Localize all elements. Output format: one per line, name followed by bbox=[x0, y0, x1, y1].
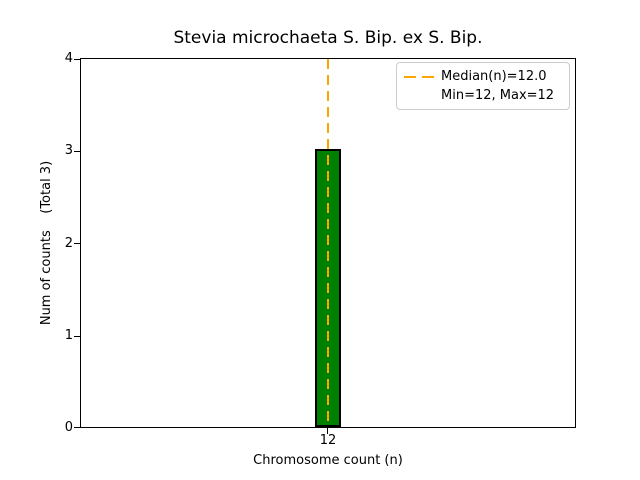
median-dashed-line bbox=[327, 59, 329, 427]
plot-area: 4 3 2 1 0 12 bbox=[65, 51, 576, 448]
ytick-label-3: 3 bbox=[64, 143, 73, 158]
x-axis-label: Chromosome count (n) bbox=[253, 453, 403, 468]
orange-dashed-line-icon bbox=[404, 75, 434, 78]
ytick-mark-4 bbox=[74, 59, 80, 60]
legend-entry-minmax: Min=12, Max=12 bbox=[404, 86, 561, 105]
legend-entry-median: Median(n)=12.0 bbox=[404, 67, 561, 86]
ytick-label-0: 0 bbox=[64, 420, 73, 435]
ytick-label-2: 2 bbox=[64, 236, 73, 251]
y-axis-label: Num of counts (Total 3) bbox=[39, 160, 54, 326]
legend-minmax-label: Min=12, Max=12 bbox=[441, 88, 555, 103]
ytick-label-1: 1 bbox=[64, 328, 73, 343]
ytick-mark-2 bbox=[74, 243, 80, 244]
legend-box: Median(n)=12.0 Min=12, Max=12 bbox=[396, 62, 570, 110]
ytick-label-4: 4 bbox=[64, 51, 73, 66]
ytick-mark-0 bbox=[74, 427, 80, 428]
legend-median-label: Median(n)=12.0 bbox=[441, 69, 547, 84]
ytick-mark-1 bbox=[74, 336, 80, 337]
chart-title: Stevia microchaeta S. Bip. ex S. Bip. bbox=[173, 28, 483, 48]
xtick-label-12: 12 bbox=[319, 433, 337, 448]
legend-marker-spacer bbox=[404, 95, 434, 97]
xtick-mark-12 bbox=[327, 428, 328, 434]
ytick-mark-3 bbox=[74, 151, 80, 152]
